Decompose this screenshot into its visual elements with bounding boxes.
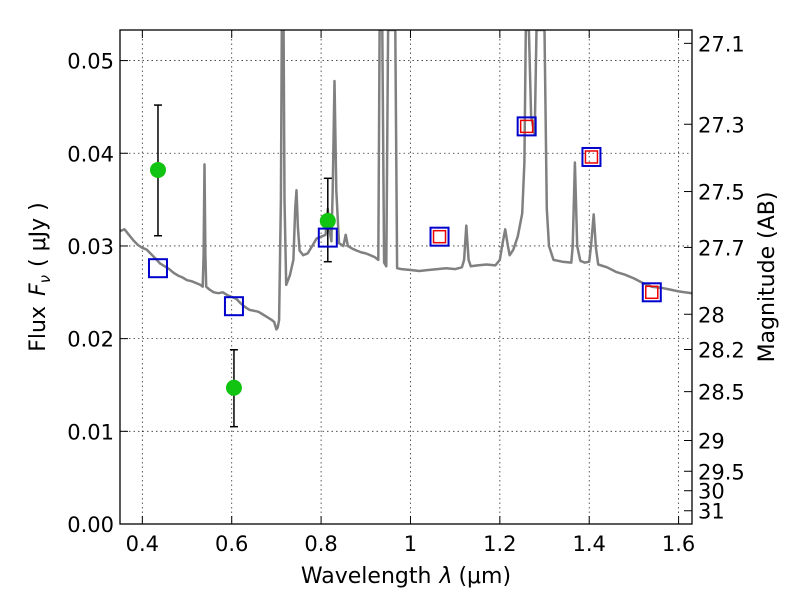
model-flux-square <box>147 258 168 279</box>
model-flux-square <box>516 116 537 137</box>
observed-flux-point <box>225 379 242 396</box>
model-flux-square <box>581 146 602 167</box>
y2-tick-label: 29.5 <box>698 460 745 484</box>
axes-frame <box>119 29 693 525</box>
model-flux-square <box>317 227 338 248</box>
model-flux-square <box>641 282 662 303</box>
model-flux-inner-square <box>584 150 599 164</box>
plot-area <box>120 30 692 428</box>
y2-tick-label: 27.7 <box>698 236 745 260</box>
x-axis-label: Wavelength λ (μm) <box>301 564 511 589</box>
x-tick-label: 0.8 <box>304 532 337 556</box>
y2-tick-label: 27.1 <box>698 32 745 56</box>
x-tick-label: 1.2 <box>483 532 516 556</box>
x-tick-label: 0.6 <box>215 532 248 556</box>
y2-tick-label: 29 <box>698 429 725 453</box>
y2-tick-label: 27.3 <box>698 113 745 137</box>
model-flux-inner-square <box>519 119 534 134</box>
y2-tick-label: 28 <box>698 303 725 327</box>
observed-flux-point <box>319 212 336 229</box>
y2-tick-label: 27.5 <box>698 181 745 205</box>
model-flux-square <box>429 226 450 247</box>
y2-tick-label: 28.5 <box>698 381 745 405</box>
y-tick-label: 0.03 <box>67 235 114 259</box>
y-tick-label: 0.00 <box>67 513 114 537</box>
y2-tick-label: 28.2 <box>698 338 745 362</box>
spectrum-line <box>120 30 692 331</box>
x-tick-label: 1.6 <box>662 532 695 556</box>
model-flux-inner-square <box>432 229 447 244</box>
x-tick-label: 1.4 <box>573 532 606 556</box>
y-tick-label: 0.05 <box>67 50 114 74</box>
y-tick-label: 0.04 <box>67 142 114 166</box>
y2-axis-label: Magnitude (AB) <box>755 192 780 363</box>
x-tick-label: 1 <box>404 532 417 556</box>
y2-tick-label: 30 <box>698 480 725 504</box>
model-flux-square <box>223 296 244 317</box>
model-flux-inner-square <box>645 285 659 300</box>
y-tick-label: 0.01 <box>67 420 114 444</box>
y-axis-label: FluxFν( μJy ) <box>26 202 54 351</box>
ticks: 0.4 0.6 0.8 1 1.2 1.4 1.6 0.00 0.01 0.02 0.03 0.04 0… <box>67 30 745 556</box>
x-tick-label: 0.4 <box>126 532 159 556</box>
observed-flux-point <box>149 161 166 178</box>
y2-tick-label: 31 <box>698 500 725 524</box>
y-tick-label: 0.02 <box>67 328 114 352</box>
